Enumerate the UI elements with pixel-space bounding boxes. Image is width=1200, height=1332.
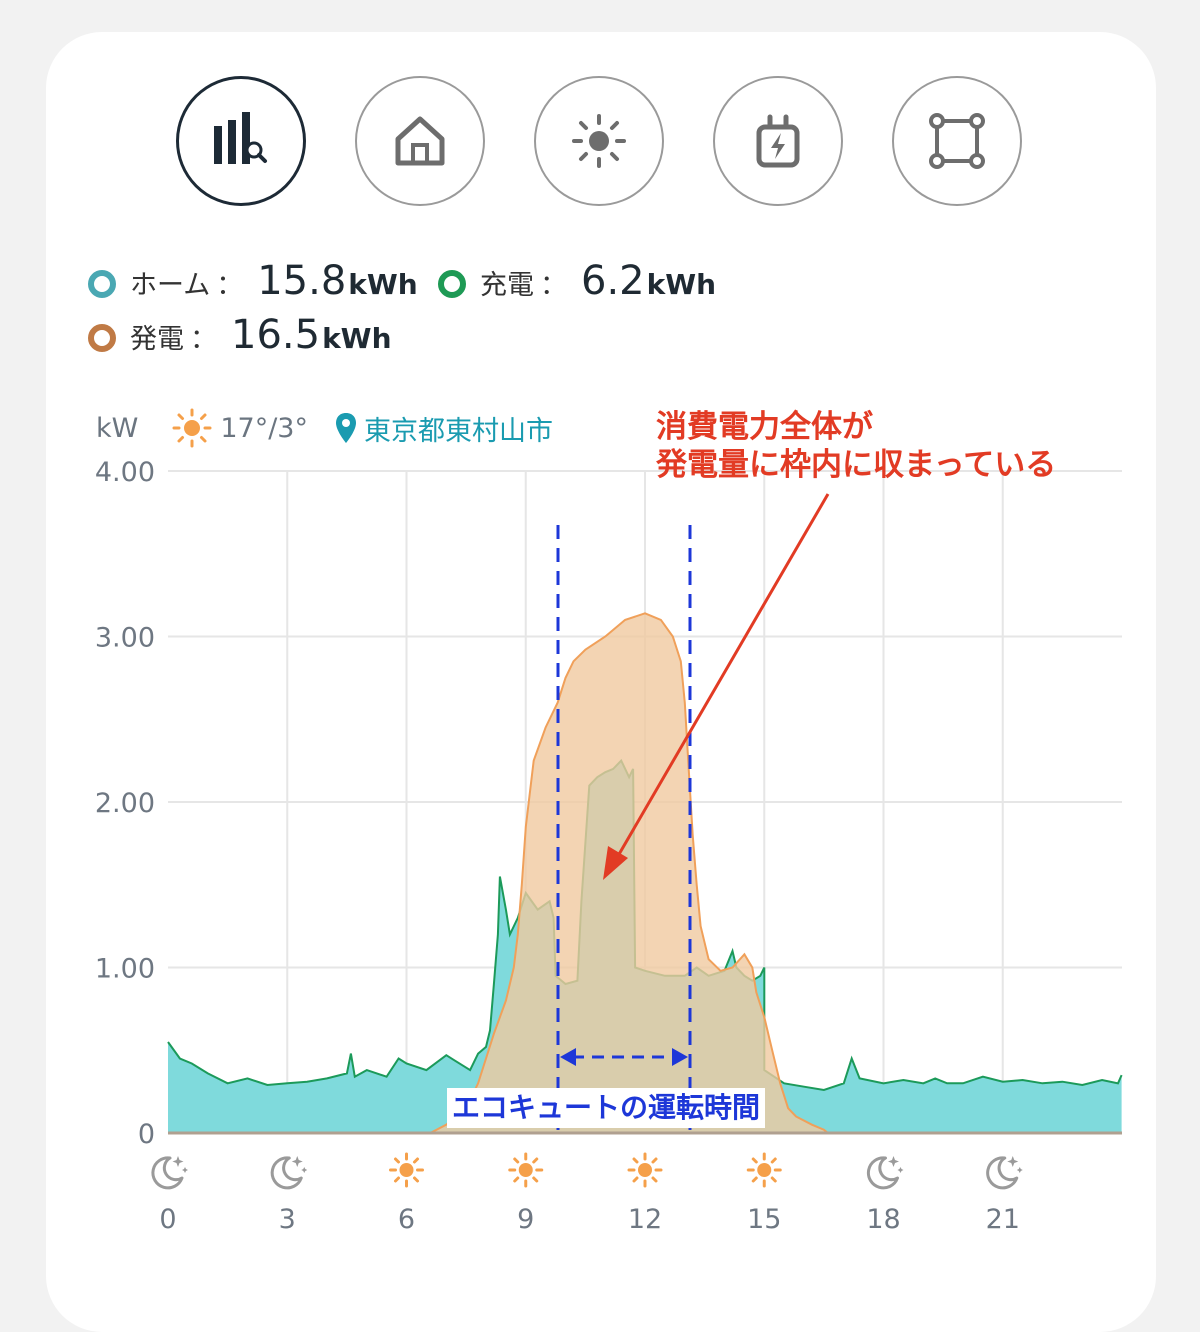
charge-legend-dot <box>438 270 466 298</box>
summary-generation: 発電 ： 16.5 kWh <box>88 312 392 358</box>
charge-colon: ： <box>540 270 567 301</box>
tab-charging[interactable] <box>713 76 843 206</box>
tab-solar[interactable] <box>534 76 664 206</box>
note-line-2: 発電量に枠内に収まっている <box>656 447 1057 483</box>
location[interactable]: 東京都東村山市 <box>363 415 553 447</box>
generation-label: 発電 <box>130 324 184 355</box>
tab-system[interactable] <box>892 76 1022 206</box>
annotation-note: 消費電力全体が 発電量に枠内に収まっている <box>656 408 1056 484</box>
charge-unit: kWh <box>646 268 717 301</box>
bar-chart-search-icon <box>214 112 267 164</box>
charge-value: 6.2 <box>581 258 645 304</box>
chart-info-row: kW 17°/3° 東京都東村山市 <box>96 406 553 450</box>
home-label: ホーム <box>130 270 211 301</box>
generation-unit: kWh <box>322 322 392 355</box>
sun-icon <box>572 114 626 168</box>
generation-value: 16.5 <box>231 312 321 358</box>
generation-colon: ： <box>190 324 217 355</box>
note-line-1: 消費電力全体が <box>656 409 873 445</box>
summary-charge: 充電 ： 6.2 kWh <box>438 258 716 304</box>
home-colon: ： <box>216 270 244 301</box>
y-unit-label: kW <box>96 412 139 444</box>
tab-analytics[interactable] <box>176 76 306 206</box>
temperature: 17°/3° <box>220 412 308 444</box>
dashboard-card <box>46 32 1156 1332</box>
map-pin-icon <box>335 413 356 443</box>
generation-legend-dot <box>88 324 116 352</box>
eco-label: エコキュートの運転時間 <box>447 1088 766 1128</box>
summary-home: ホーム ： 15.8 kWh <box>88 258 418 304</box>
sun-icon <box>172 408 212 448</box>
home-value: 15.8 <box>257 258 347 304</box>
view-tabs <box>0 76 1200 210</box>
charge-label: 充電 <box>480 270 534 301</box>
plug-bolt-icon <box>756 114 800 168</box>
home-legend-dot <box>88 270 116 298</box>
tab-home[interactable] <box>355 76 485 206</box>
home-unit: kWh <box>348 268 418 301</box>
home-icon <box>395 116 445 166</box>
nodes-square-icon <box>929 113 985 169</box>
